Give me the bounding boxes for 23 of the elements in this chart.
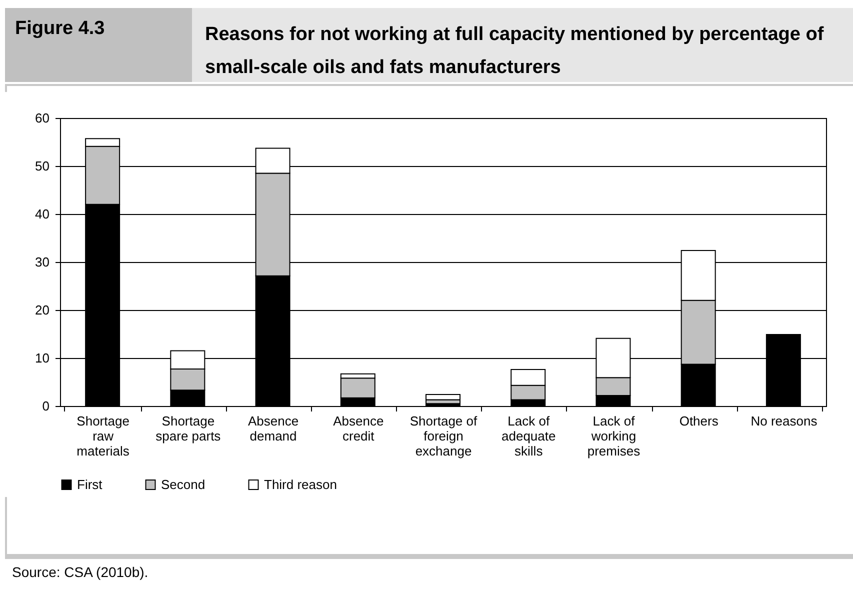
source-note: Source: CSA (2010b). (12, 564, 148, 580)
legend-label: First (77, 476, 103, 492)
caption: Figure 4.3 (5, 8, 192, 82)
x-tick-label: Others (679, 414, 719, 428)
legend-label: Third reason (264, 476, 337, 492)
y-tick-label: 20 (35, 302, 50, 318)
x-tick-label: Lack of working premises (587, 414, 641, 458)
y-tick-label: 10 (35, 350, 50, 366)
y-tick-label: 50 (35, 158, 50, 174)
y-tick-label: 40 (35, 206, 50, 222)
x-tick-label: Absence credit (333, 414, 384, 444)
y-tick-label: 60 (35, 110, 50, 126)
x-tick-label: Shortage raw materials (76, 414, 130, 458)
x-tick-label: Lack of adequate skills (501, 414, 556, 458)
y-tick-label: 0 (42, 398, 50, 414)
x-tick-label: Shortage of foreign exchange (410, 414, 478, 458)
legend-label: Second (161, 476, 206, 492)
y-tick-label: 30 (35, 254, 50, 270)
x-tick-label: No reasons (750, 414, 818, 428)
chart-title: Reasons for not working at full capacity mentioned by percentage of small-scale oils and fats manufacturers (205, 23, 825, 80)
bar (426, 394, 460, 400)
x-tick-label: Shortage spare parts (156, 414, 222, 444)
x-tick-label: Absence demand (248, 414, 299, 444)
